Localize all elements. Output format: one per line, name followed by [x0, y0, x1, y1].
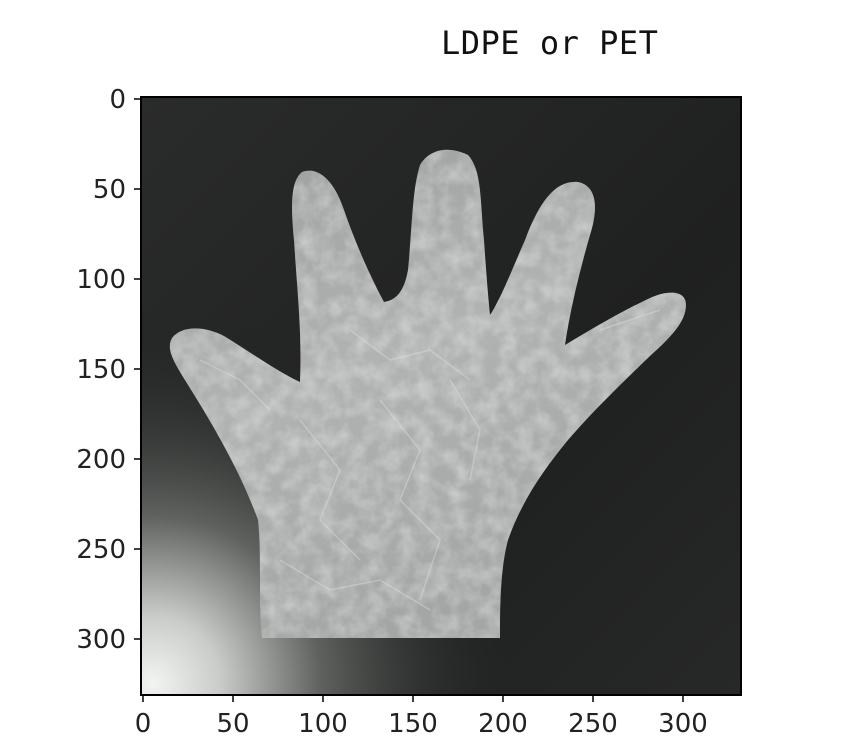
y-axis-tick-labels: 0 50 100 150 200 250 300	[76, 85, 126, 655]
image-frame	[140, 96, 742, 696]
y-tick-label: 0	[109, 85, 126, 115]
x-axis-ticks	[142, 695, 684, 702]
y-tick-label: 250	[76, 535, 126, 565]
x-tick-label: 200	[478, 709, 528, 739]
y-tick-label: 200	[76, 445, 126, 475]
x-tick-label: 100	[298, 709, 348, 739]
x-tick-label: 150	[388, 709, 438, 739]
y-tick-label: 300	[76, 625, 126, 655]
y-axis-ticks	[134, 98, 141, 640]
x-tick-label: 250	[568, 709, 618, 739]
x-axis-tick-labels: 0 50 100 150 200 250 300	[135, 709, 708, 739]
figure-title: LDPE or PET	[441, 24, 659, 62]
y-tick-label: 50	[93, 175, 126, 205]
y-tick-label: 150	[76, 355, 126, 385]
photo-image	[141, 97, 741, 695]
y-tick-label: 100	[76, 265, 126, 295]
x-tick-label: 50	[216, 709, 249, 739]
x-tick-label: 300	[658, 709, 708, 739]
x-tick-label: 0	[135, 709, 152, 739]
